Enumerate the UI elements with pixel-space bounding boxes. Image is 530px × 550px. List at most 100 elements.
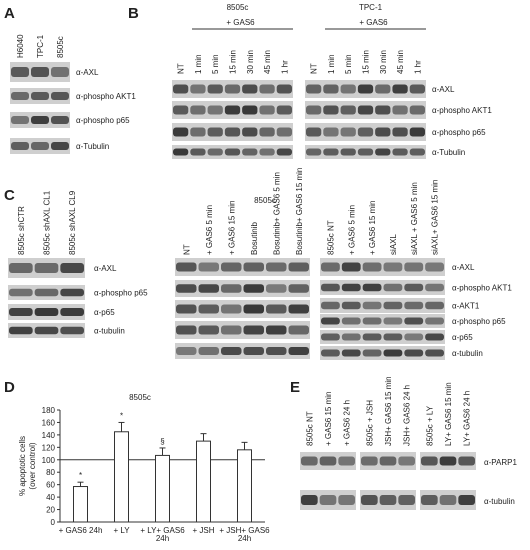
blot-band <box>198 284 219 293</box>
lane-label: 15 min <box>362 50 371 74</box>
lane-label: 8505c <box>56 36 65 58</box>
bar <box>155 454 170 523</box>
blot-band <box>458 495 475 505</box>
blot-band <box>51 142 69 150</box>
blot-band <box>340 127 356 137</box>
blot-band <box>323 127 339 137</box>
treatment: + GAS6 <box>359 18 388 27</box>
blot-band <box>409 148 425 156</box>
lane-label: JSH+ GAS6 24 h <box>403 385 412 446</box>
antibody-label: α-phospho AKT1 <box>76 92 136 101</box>
blot-band <box>383 333 403 341</box>
blot-band <box>173 127 189 137</box>
blot-band <box>357 148 374 156</box>
blot-band <box>243 304 264 314</box>
antibody-label: α-phospho p65 <box>432 128 486 137</box>
blot-band <box>11 67 29 77</box>
bar <box>73 486 88 523</box>
blot-band <box>375 127 391 137</box>
blot-band <box>425 333 444 341</box>
blot-band <box>243 284 264 293</box>
blot-band <box>341 349 361 357</box>
blot-band <box>60 288 84 297</box>
antibody-label: α-phospho AKT1 <box>452 284 512 293</box>
blot-band <box>276 105 292 115</box>
panel-title: 8505c <box>254 196 276 205</box>
blot-band <box>198 304 219 314</box>
lane-label: 8505c NT <box>305 411 314 446</box>
blot-band <box>259 105 275 115</box>
blot-band <box>11 92 29 100</box>
blot-band <box>361 456 378 466</box>
lane-label: + GAS6 15 min <box>368 201 377 255</box>
blot-band <box>34 326 59 335</box>
lane-label: 30 min <box>246 50 255 74</box>
antibody-label: α-Tubulin <box>432 148 465 157</box>
panel-letter: B <box>128 5 139 22</box>
x-tick-label: + LY+ GAS6 24h <box>140 526 185 543</box>
lane-label: 1 min <box>194 54 203 74</box>
lane-label: 1 hr <box>413 60 422 74</box>
antibody-label: α-p65 <box>94 308 115 317</box>
y-tick-label: 160 <box>42 418 56 427</box>
antibody-label: α-phospho AKT1 <box>432 106 492 115</box>
bar <box>237 449 252 523</box>
blot-band <box>34 263 59 273</box>
blot-band <box>341 317 361 325</box>
antibody-label: α-tubulin <box>94 327 125 336</box>
lane-label: 8505c shAXL CL9 <box>68 190 77 255</box>
antibody-label: α-phospho p65 <box>76 116 130 125</box>
annotation: * <box>79 471 82 480</box>
blot-band <box>392 84 408 94</box>
bar <box>114 431 129 523</box>
blot-band <box>34 308 59 316</box>
blot-band <box>51 116 69 124</box>
blot-band <box>340 105 356 115</box>
blot-band <box>276 84 292 94</box>
blot-band <box>259 84 275 94</box>
blot-band <box>242 148 258 156</box>
blot-band <box>404 349 424 357</box>
blot-band <box>9 288 33 297</box>
blot-band <box>60 308 84 316</box>
y-tick-label: 20 <box>46 506 55 515</box>
lane-label: H6040 <box>16 34 25 58</box>
blot-band <box>425 262 444 272</box>
blot-band <box>31 92 49 100</box>
bar <box>196 440 211 523</box>
y-tick-label: 140 <box>42 431 56 440</box>
blot-band <box>375 84 391 94</box>
y-axis-label-line: % apoptotic cells <box>18 436 27 496</box>
y-tick-label: 40 <box>46 493 55 502</box>
blot-band <box>323 105 339 115</box>
blot-band <box>288 284 309 293</box>
lane-label: 8505c shAXL CL1 <box>43 190 52 255</box>
blot-band <box>340 84 356 94</box>
blot-band <box>60 326 84 335</box>
blot-band <box>207 105 223 115</box>
cell-line: 8505c <box>227 3 249 12</box>
blot-band <box>301 456 318 466</box>
x-tick-label-line: + LY+ GAS6 <box>140 526 185 535</box>
blot-band <box>176 262 197 272</box>
blot-band <box>31 67 49 77</box>
antibody-label: α-phospho p65 <box>452 317 506 326</box>
annotation: * <box>120 411 123 420</box>
blot-band <box>392 127 408 137</box>
y-tick-label: 80 <box>46 468 55 477</box>
blot-band <box>173 148 189 156</box>
blot-band <box>301 495 318 505</box>
x-tick-label: + GAS6 24h <box>59 526 103 535</box>
lane-label: 5 min <box>344 54 353 74</box>
lane-label: 8505c NT <box>326 220 335 255</box>
blot-band <box>242 127 258 137</box>
blot-band <box>341 333 361 341</box>
blot-band <box>176 304 197 314</box>
lane-label: 1 min <box>327 54 336 74</box>
x-tick-label: + JSH <box>192 526 214 535</box>
blot-band <box>323 148 339 156</box>
blot-band <box>404 333 424 341</box>
x-tick-label: + LY <box>113 526 130 535</box>
blot-band <box>190 84 206 94</box>
